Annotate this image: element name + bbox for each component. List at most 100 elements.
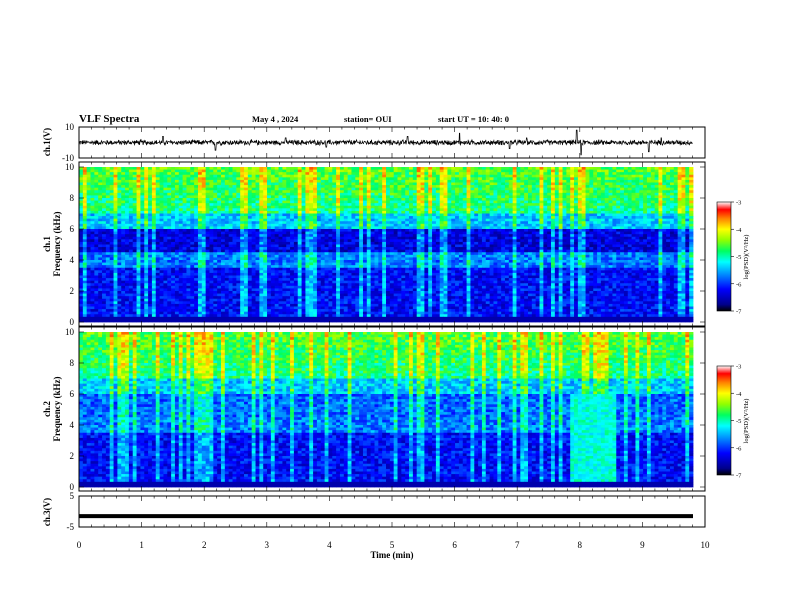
spectrogram-cell bbox=[140, 244, 145, 248]
spectrogram-cell bbox=[190, 182, 195, 186]
spectrogram-cell bbox=[251, 216, 256, 220]
spectrogram-cell bbox=[178, 182, 184, 186]
spectrogram-cell bbox=[662, 205, 667, 209]
spectrogram-cell bbox=[593, 205, 598, 209]
spectrogram-cell bbox=[520, 198, 525, 201]
spectrogram-cell bbox=[581, 172, 586, 176]
spectrogram-cell bbox=[508, 182, 514, 186]
ch1-waveform-path bbox=[78, 129, 693, 156]
spectrogram-cell bbox=[516, 172, 521, 176]
spectrogram-cell bbox=[412, 167, 418, 170]
spectrogram-cell bbox=[604, 234, 609, 238]
spectrogram-cell bbox=[113, 187, 118, 191]
spectrogram-cell bbox=[255, 174, 260, 178]
spectrogram-cell bbox=[178, 198, 184, 201]
spectrogram-cell bbox=[113, 185, 118, 189]
spectrogram-cell bbox=[255, 195, 260, 199]
spectrogram-cell bbox=[443, 223, 448, 227]
spectrogram-cell bbox=[466, 218, 471, 222]
spectrogram-cell bbox=[197, 169, 203, 173]
spectrogram-cell bbox=[259, 205, 264, 209]
spectrogram-cell bbox=[255, 169, 260, 173]
spectrogram-cell bbox=[232, 179, 237, 183]
spectrogram-cell bbox=[474, 210, 479, 214]
spectrogram-cell bbox=[213, 182, 218, 186]
spectrogram-cell bbox=[151, 172, 157, 176]
spectrogram-cell bbox=[105, 239, 111, 243]
spectrogram-cell bbox=[658, 226, 663, 230]
spectrogram-cell bbox=[132, 244, 137, 248]
spectrogram-cell bbox=[481, 182, 487, 186]
spectrogram-cell bbox=[217, 198, 222, 201]
spectrogram-cell bbox=[290, 221, 295, 225]
spectrogram-cell bbox=[562, 198, 567, 201]
spectrogram-cell bbox=[600, 198, 606, 201]
spectrogram-cell bbox=[685, 234, 690, 238]
spectrogram-cell bbox=[508, 229, 514, 232]
spectrogram-cell bbox=[439, 221, 444, 225]
spectrogram-cell bbox=[332, 174, 337, 178]
spectrogram-cell bbox=[86, 179, 91, 183]
spectrogram-cell bbox=[213, 169, 218, 173]
spectrogram-cell bbox=[90, 241, 95, 245]
spectrogram-cell bbox=[328, 195, 333, 199]
spectrogram-cell bbox=[581, 221, 586, 225]
spectrogram-cell bbox=[186, 177, 191, 181]
spectrogram-cell bbox=[251, 169, 256, 173]
spectrogram-cell bbox=[493, 179, 498, 183]
spectrogram-cell bbox=[635, 213, 640, 217]
spectrogram-cell bbox=[278, 198, 283, 201]
spectrogram-cell bbox=[240, 231, 245, 235]
spectrogram-cell bbox=[389, 221, 395, 225]
spectrogram-cell bbox=[654, 190, 659, 194]
spectrogram-cell bbox=[274, 195, 279, 199]
spectrogram-cell bbox=[669, 190, 675, 194]
spectrogram-cell bbox=[493, 167, 498, 170]
spectrogram-cell bbox=[374, 239, 379, 243]
spectrogram-cell bbox=[220, 241, 226, 245]
spectrogram-cell bbox=[209, 231, 214, 235]
spectrogram-cell bbox=[316, 185, 322, 189]
spectrogram-cell bbox=[623, 203, 629, 207]
spectrogram-cell bbox=[623, 210, 629, 214]
spectrogram-cell bbox=[270, 213, 276, 217]
spectrogram-cell bbox=[79, 200, 84, 204]
spectrogram-cell bbox=[309, 172, 314, 176]
spectrogram-cell bbox=[236, 203, 241, 207]
spectrogram-cell bbox=[332, 205, 337, 209]
spectrogram-cell bbox=[194, 216, 199, 220]
spectrogram-cell bbox=[666, 236, 671, 240]
spectrogram-cell bbox=[274, 218, 279, 222]
spectrogram-cell bbox=[393, 177, 398, 181]
spectrogram-cell bbox=[570, 226, 575, 230]
spectrogram-cell bbox=[347, 216, 352, 220]
spectrogram-cell bbox=[125, 244, 130, 248]
spectrogram-cell bbox=[374, 177, 379, 181]
spectrogram-cell bbox=[689, 203, 694, 207]
spectrogram-cell bbox=[217, 210, 222, 214]
spectrogram-cell bbox=[232, 241, 237, 245]
spectrogram-cell bbox=[401, 231, 406, 235]
spectrogram-cell bbox=[554, 216, 560, 220]
spectrogram-cell bbox=[148, 169, 153, 173]
spectrogram-cell bbox=[336, 192, 341, 196]
spectrogram-cell bbox=[600, 231, 606, 235]
spectrogram-cell bbox=[512, 205, 517, 209]
spectrogram-cell bbox=[228, 177, 233, 181]
spectrogram-cell bbox=[451, 229, 456, 232]
spectrogram-cell bbox=[547, 167, 552, 170]
spectrogram-cell bbox=[677, 234, 682, 238]
spectrogram-cell bbox=[102, 208, 107, 212]
spectrogram-cell bbox=[639, 169, 644, 173]
spectrogram-cell bbox=[236, 174, 241, 178]
spectrogram-cell bbox=[643, 167, 648, 170]
spectrogram-cell bbox=[293, 190, 299, 194]
spectrogram-cell bbox=[167, 190, 172, 194]
spectrogram-cell bbox=[94, 169, 99, 173]
spectrogram-cell bbox=[374, 226, 379, 230]
spectrogram-cell bbox=[174, 177, 180, 181]
spectrogram-cell bbox=[182, 200, 187, 204]
spectrogram-cell bbox=[481, 229, 487, 232]
spectrogram-cell bbox=[646, 223, 652, 227]
spectrogram-cell bbox=[508, 241, 514, 245]
